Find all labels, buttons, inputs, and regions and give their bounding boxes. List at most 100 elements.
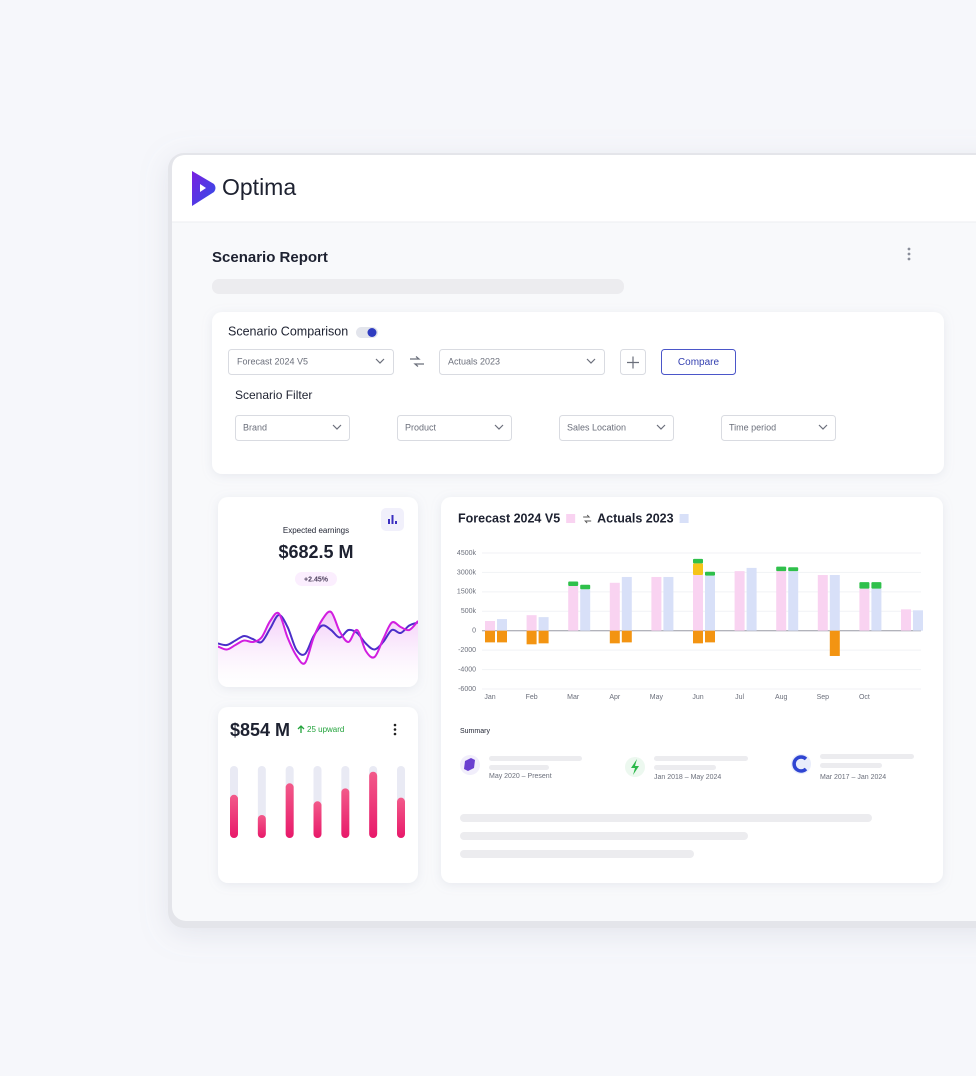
bar	[746, 567, 757, 631]
summary-period: May 2020 – Present	[489, 773, 552, 780]
earnings-change: +2.45%	[304, 576, 329, 583]
bar	[568, 586, 579, 631]
bar	[313, 801, 322, 838]
bar	[369, 771, 378, 838]
chart-icon[interactable]	[381, 508, 404, 531]
summary-period: Mar 2017 – Jan 2024	[820, 774, 886, 781]
x-tick-label: Feb	[526, 694, 538, 701]
bar	[497, 619, 507, 631]
more-menu[interactable]	[907, 247, 911, 261]
compare-label: Compare	[678, 357, 720, 368]
compare-button[interactable]	[661, 349, 736, 375]
bar-segment	[693, 630, 703, 644]
bar-segment	[693, 558, 703, 564]
swap-icon[interactable]	[410, 356, 424, 367]
x-tick-label: Sep	[817, 694, 830, 701]
x-tick-label: Mar	[567, 694, 580, 701]
scenario-b-select[interactable]	[439, 349, 605, 375]
bar	[609, 582, 620, 631]
skeleton	[820, 754, 914, 759]
swap-icon	[583, 514, 592, 524]
bar	[776, 571, 787, 631]
scenario-a: Forecast 2024 V5	[237, 356, 308, 366]
x-tick-label: Oct	[859, 694, 870, 701]
y-tick-label: -6000	[458, 686, 476, 693]
bar-segment	[568, 581, 579, 587]
bar	[817, 575, 828, 631]
chevron	[494, 424, 504, 430]
x-tick-label: Jan	[484, 694, 495, 701]
growth-value: $854 M	[230, 720, 290, 740]
bar	[651, 576, 662, 631]
add-button[interactable]	[620, 349, 646, 375]
chevron	[656, 424, 666, 430]
x-tick-label: Jun	[692, 694, 703, 701]
filter-field: Product	[405, 422, 437, 432]
bar	[526, 615, 537, 631]
bar	[285, 783, 294, 838]
skeleton	[489, 765, 549, 770]
app-name: Optima	[222, 174, 296, 200]
legend-swatch	[566, 514, 576, 523]
bar	[913, 610, 923, 631]
bar	[257, 814, 266, 838]
bar-segment	[609, 630, 620, 644]
y-tick-label: 0	[472, 628, 476, 635]
change-pill	[295, 572, 337, 586]
toggle[interactable]	[356, 327, 378, 338]
x-tick-label: May	[650, 694, 664, 701]
scenario-a-select[interactable]	[228, 349, 394, 375]
bar	[397, 797, 405, 838]
filter-title: Scenario Filter	[235, 388, 312, 402]
logo[interactable]	[192, 171, 216, 206]
bar	[663, 576, 674, 631]
summary-icon	[460, 755, 480, 775]
filter-select[interactable]	[235, 415, 350, 441]
skeleton	[654, 765, 716, 770]
filter-select[interactable]	[559, 415, 674, 441]
bar	[859, 588, 870, 631]
bar	[621, 576, 632, 631]
bar	[485, 621, 495, 631]
y-tick-label: 4500k	[457, 550, 477, 557]
bar-segment	[859, 582, 870, 589]
more-menu[interactable]	[393, 723, 397, 736]
filter-select[interactable]	[397, 415, 512, 441]
comparison-chart-card	[441, 497, 943, 883]
legend-label: Forecast 2024 V5	[458, 511, 560, 525]
filter-field: Brand	[243, 422, 267, 432]
bar	[871, 588, 882, 631]
y-tick-label: 3000k	[457, 569, 477, 576]
skeleton	[460, 814, 872, 822]
skeleton	[212, 279, 624, 294]
filter-field: Time period	[729, 422, 776, 432]
y-tick-label: -2000	[458, 647, 476, 654]
earnings-label: Expected earnings	[283, 526, 349, 535]
line	[218, 610, 418, 665]
bar-segment	[776, 566, 787, 572]
earnings-value: $682.5 M	[278, 542, 353, 562]
skeleton	[460, 850, 694, 858]
bar-segment	[485, 630, 495, 643]
x-tick-label: Aug	[775, 694, 788, 701]
bar	[580, 589, 591, 631]
bar	[230, 794, 238, 838]
bar	[901, 609, 911, 631]
legend-label: Actuals 2023	[597, 511, 673, 525]
chevron	[332, 424, 342, 430]
y-tick-label: 1500k	[457, 589, 477, 596]
growth-change: 25 upward	[307, 725, 344, 734]
filter-select[interactable]	[721, 415, 836, 441]
summary-title: Summary	[460, 728, 490, 735]
bar-segment	[788, 567, 799, 572]
bar-segment	[705, 630, 715, 643]
report-title: Scenario Report	[212, 249, 328, 266]
bar	[538, 617, 549, 631]
summary-period: Jan 2018 – May 2024	[654, 774, 721, 781]
bar-segment	[705, 571, 715, 576]
bar	[705, 575, 715, 631]
scenario-b: Actuals 2023	[448, 356, 500, 366]
skeleton	[460, 832, 748, 840]
bar-segment	[871, 582, 882, 589]
